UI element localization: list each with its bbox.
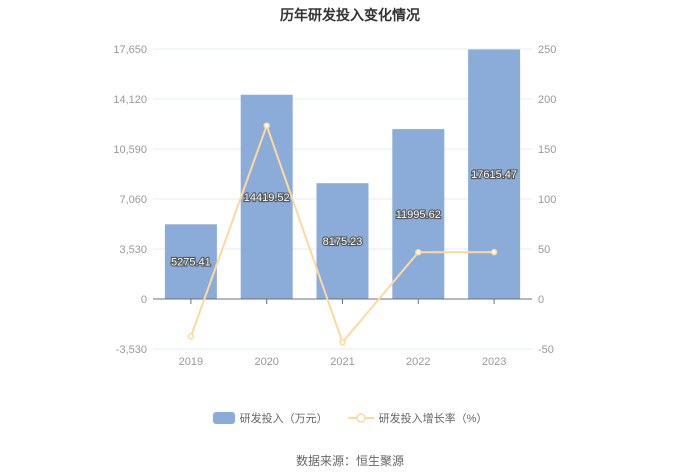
left-tick-label: 10,590	[113, 144, 147, 156]
legend-item-line[interactable]: 研发投入增长率（%）	[347, 410, 488, 426]
bar	[468, 49, 521, 300]
legend-line-swatch	[347, 413, 374, 423]
right-tick-label: 250	[538, 44, 556, 56]
bar-data-label: 17615.47	[471, 169, 517, 181]
bar-data-label: 5275.41	[171, 257, 211, 269]
growth-point	[415, 249, 422, 256]
right-tick-label: 200	[538, 94, 556, 106]
left-tick-label: 7,060	[119, 194, 147, 206]
bar	[316, 183, 369, 299]
legend-bar-swatch	[212, 412, 235, 424]
left-tick-label: -3,530	[116, 344, 147, 356]
data-source: 数据来源：恒生聚源	[295, 454, 404, 468]
right-tick-label: 150	[538, 144, 556, 156]
x-tick-label: 2019	[179, 356, 203, 368]
left-tick-label: 3,530	[119, 244, 147, 256]
bar	[392, 129, 445, 299]
right-tick-label: 0	[538, 294, 544, 306]
left-tick-label: 0	[141, 294, 147, 306]
right-tick-label: 100	[538, 194, 556, 206]
legend-item-bar[interactable]: 研发投入（万元）	[212, 410, 328, 426]
x-tick-label: 2021	[330, 356, 354, 368]
x-tick-label: 2022	[406, 356, 430, 368]
growth-point	[490, 248, 498, 256]
x-tick-label: 2023	[482, 356, 506, 368]
growth-point	[187, 333, 195, 340]
bar-data-label: 14419.52	[244, 192, 290, 204]
right-tick-label: -50	[538, 344, 554, 356]
left-tick-label: 17,650	[113, 44, 147, 56]
legend-label: 研发投入（万元）	[239, 413, 328, 425]
bar-data-label: 8175.23	[323, 236, 363, 248]
chart-title: 历年研发投入变化情况	[280, 7, 420, 23]
bar-data-label: 11995.62	[396, 209, 441, 221]
x-tick-label: 2020	[254, 356, 278, 368]
legend-label: 研发投入增长率（%）	[378, 413, 488, 425]
left-tick-label: 14,120	[113, 94, 147, 106]
legend: 研发投入（万元） 研发投入增长率（%）	[0, 410, 700, 426]
growth-point	[263, 122, 270, 129]
growth-point	[339, 339, 346, 346]
right-tick-label: 50	[538, 244, 550, 256]
